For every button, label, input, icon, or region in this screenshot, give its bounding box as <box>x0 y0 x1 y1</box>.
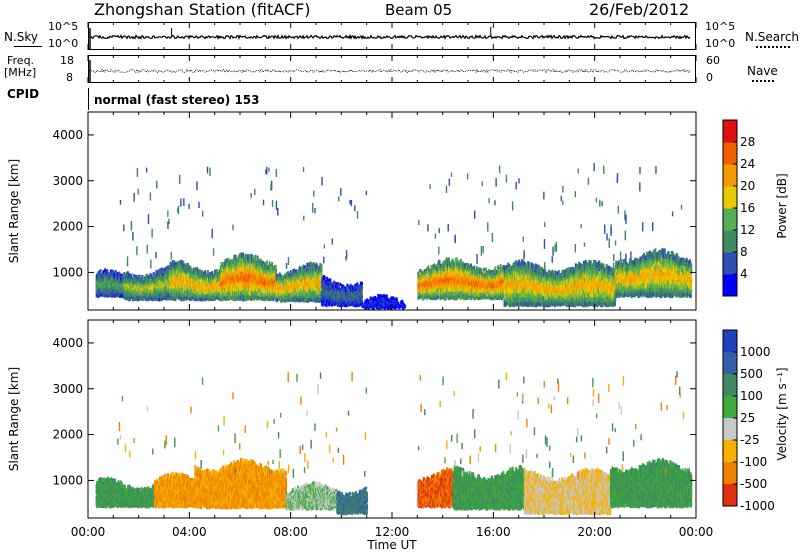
freq-line <box>90 70 690 73</box>
scatter-cell <box>115 270 117 273</box>
scatter-cell <box>216 269 218 273</box>
scatter-cell <box>338 282 340 285</box>
scatter-cell <box>100 269 102 272</box>
scatter-cell <box>340 283 342 286</box>
scatter-cell <box>321 268 323 272</box>
scatter-cell <box>311 262 313 267</box>
scatter-cell <box>205 270 207 274</box>
scatter-cell <box>207 270 209 274</box>
scatter-cell <box>266 260 268 265</box>
scatter-cell <box>290 270 292 274</box>
scatter-cell <box>328 278 330 281</box>
scatter-cell <box>275 269 277 273</box>
scatter-cell <box>142 275 144 278</box>
scatter-cell <box>334 281 336 284</box>
scatter-cell <box>275 265 277 269</box>
scatter-cell <box>255 255 257 260</box>
power-heatmap <box>96 163 693 310</box>
scatter-cell <box>324 276 326 279</box>
scatter-cell <box>122 274 124 277</box>
scatter-cell <box>271 262 273 266</box>
scatter-cell <box>161 267 163 271</box>
scatter-cell <box>330 278 332 281</box>
scatter-cell <box>321 272 323 276</box>
nsky-trace <box>90 27 690 50</box>
nsky-line <box>90 36 690 39</box>
scatter-cell <box>321 264 323 268</box>
scatter-cell <box>113 273 115 276</box>
freq-trace <box>90 60 690 83</box>
scatter-cell <box>131 274 133 277</box>
scatter-cell <box>211 271 213 275</box>
scatter-cell <box>178 261 180 265</box>
scatter-cell <box>112 270 114 273</box>
scatter-cell <box>326 277 328 280</box>
